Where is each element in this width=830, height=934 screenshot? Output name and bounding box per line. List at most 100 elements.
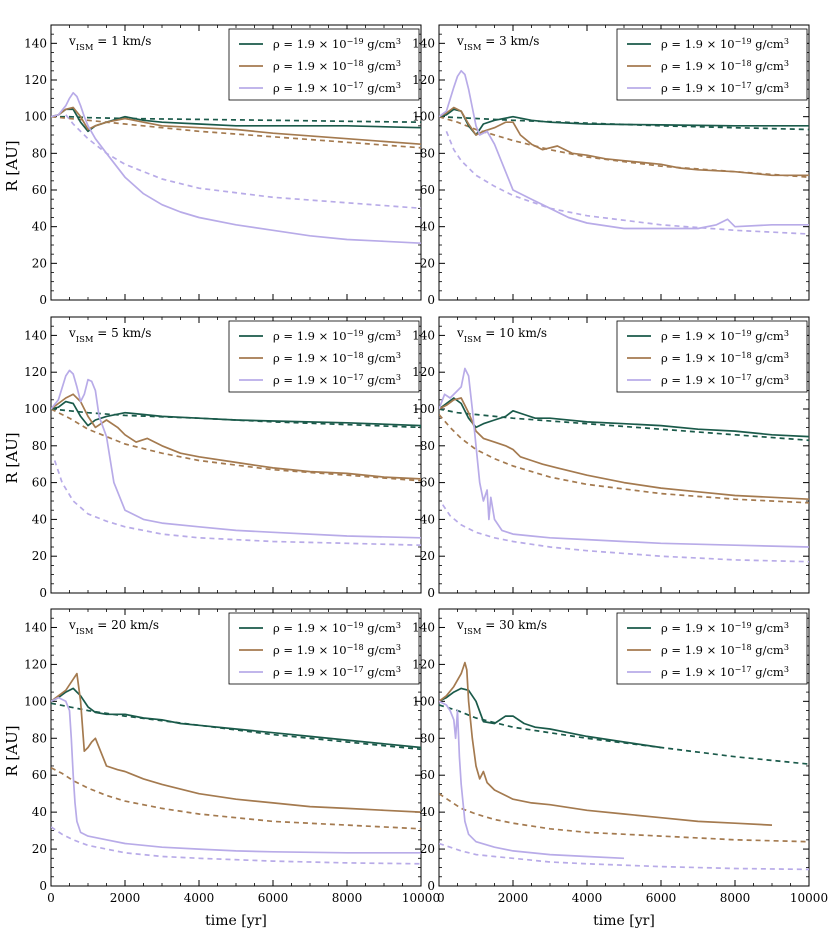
- y-tick-label: 80: [420, 439, 435, 453]
- panel-bottom-right: 0 20 40 60 80 100 120 140 0 2000 4000 6000 8000 10000…: [412, 608, 828, 905]
- legend-label: ρ = 1.9 × 10−19 g/cm3: [273, 329, 401, 344]
- series-line-solid: [51, 400, 421, 427]
- series-line-dashed: [51, 767, 421, 830]
- legend-label: ρ = 1.9 × 10−18 g/cm3: [273, 351, 401, 366]
- legend: ρ = 1.9 × 10−19 g/cm3 ρ = 1.9 × 10−18 g/c…: [616, 28, 808, 101]
- y-tick-label: 120: [412, 365, 435, 379]
- series-layer: [439, 367, 809, 563]
- y-tick-label: 0: [427, 879, 435, 893]
- legend: ρ = 1.9 × 10−19 g/cm3 ρ = 1.9 × 10−18 g/c…: [616, 612, 808, 685]
- y-axis-label-2: R [AU]: [3, 432, 21, 483]
- x-tick-label: 4000: [572, 891, 603, 905]
- y-tick-label: 140: [412, 328, 435, 342]
- y-tick-label: 60: [32, 476, 47, 490]
- legend: ρ = 1.9 × 10−19 g/cm3 ρ = 1.9 × 10−18 g/c…: [228, 612, 420, 685]
- y-tick-label: 40: [420, 220, 435, 234]
- series-line-dashed: [439, 792, 809, 843]
- legend-label: ρ = 1.9 × 10−18 g/cm3: [661, 643, 789, 658]
- y-tick-label: 0: [427, 293, 435, 307]
- y-tick-label: 100: [412, 694, 435, 708]
- x-tick-label: 2000: [498, 891, 529, 905]
- series-layer: [439, 69, 809, 235]
- panel-middle-right: 0 20 40 60 80 100 120 140 vISM = 10 km/s ρ = 1.9 …: [412, 316, 810, 600]
- y-tick-label: 120: [24, 73, 47, 87]
- x-tick-label: 8000: [332, 891, 363, 905]
- legend-label: ρ = 1.9 × 10−17 g/cm3: [661, 373, 789, 388]
- y-tick-label: 80: [420, 731, 435, 745]
- series-line-solid: [439, 397, 809, 501]
- panel-top-left: 0 20 40 60 80 100 120 140 vISM = 1 km/s ρ = 1.9 ×…: [24, 24, 422, 307]
- y-tick-label: 140: [24, 36, 47, 50]
- y-tick-label: 40: [32, 805, 47, 819]
- y-tick-label: 100: [24, 110, 47, 124]
- y-tick-label: 140: [412, 36, 435, 50]
- y-tick-label: 140: [24, 328, 47, 342]
- y-tick-label: 20: [32, 549, 47, 563]
- velocity-annotation: vISM = 5 km/s: [68, 326, 151, 344]
- series-line-solid: [51, 369, 421, 539]
- legend-label: ρ = 1.9 × 10−18 g/cm3: [661, 351, 789, 366]
- series-line-solid: [51, 696, 421, 854]
- y-tick-label: 60: [420, 183, 435, 197]
- legend-label: ρ = 1.9 × 10−18 g/cm3: [661, 59, 789, 74]
- panel-top-right: 0 20 40 60 80 100 120 140 vISM = 3 km/s ρ = 1.9 ×…: [412, 24, 810, 307]
- series-layer: [51, 91, 421, 245]
- y-tick-label: 20: [420, 549, 435, 563]
- velocity-annotation: vISM = 10 km/s: [456, 326, 547, 344]
- series-line-solid: [439, 700, 625, 860]
- legend: ρ = 1.9 × 10−19 g/cm3 ρ = 1.9 × 10−18 g/c…: [616, 320, 808, 393]
- x-tick-label: 0: [437, 891, 445, 905]
- series-line-solid: [51, 672, 421, 813]
- y-tick-label: 40: [420, 805, 435, 819]
- y-tick-label: 140: [24, 620, 47, 634]
- y-tick-label: 60: [420, 476, 435, 490]
- series-line-dashed: [439, 408, 809, 442]
- y-tick-label: 80: [32, 439, 47, 453]
- x-axis-label-right: time [yr]: [593, 913, 655, 929]
- y-tick-label: 100: [24, 402, 47, 416]
- legend-label: ρ = 1.9 × 10−17 g/cm3: [273, 81, 401, 96]
- x-axis-label-left: time [yr]: [205, 913, 267, 929]
- y-tick-label: 120: [412, 657, 435, 671]
- y-tick-label: 0: [39, 879, 47, 893]
- y-tick-label: 20: [420, 256, 435, 270]
- y-tick-label: 40: [32, 220, 47, 234]
- x-tick-label: 0: [47, 891, 55, 905]
- legend-box: [228, 320, 420, 393]
- legend-label: ρ = 1.9 × 10−19 g/cm3: [273, 37, 401, 52]
- y-tick-label: 120: [24, 657, 47, 671]
- velocity-annotation: vISM = 20 km/s: [68, 618, 159, 636]
- series-line-solid: [51, 108, 421, 133]
- series-layer: [51, 369, 421, 547]
- legend-label: ρ = 1.9 × 10−18 g/cm3: [273, 643, 401, 658]
- x-tick-label: 4000: [184, 891, 215, 905]
- series-line-solid: [439, 108, 809, 136]
- velocity-annotation: vISM = 30 km/s: [456, 618, 547, 636]
- y-tick-label: 140: [412, 620, 435, 634]
- legend-label: ρ = 1.9 × 10−19 g/cm3: [661, 621, 789, 636]
- legend-label: ρ = 1.9 × 10−17 g/cm3: [661, 665, 789, 680]
- legend-label: ρ = 1.9 × 10−18 g/cm3: [273, 59, 401, 74]
- legend: ρ = 1.9 × 10−19 g/cm3 ρ = 1.9 × 10−18 g/c…: [228, 28, 420, 101]
- series-layer: [51, 672, 421, 865]
- panel-bottom-left: 0 20 40 60 80 100 120 140 0 2000 4000 6000 8000 10000…: [24, 608, 440, 905]
- y-tick-label: 20: [32, 842, 47, 856]
- velocity-annotation: vISM = 3 km/s: [456, 34, 539, 52]
- series-line-dashed: [65, 114, 421, 210]
- series-line-solid: [51, 393, 421, 480]
- series-layer: [439, 661, 809, 871]
- y-tick-label: 80: [32, 146, 47, 160]
- y-tick-label: 60: [32, 768, 47, 782]
- x-tick-label: 10000: [790, 891, 828, 905]
- y-tick-label: 60: [32, 183, 47, 197]
- series-line-solid: [51, 687, 421, 749]
- series-line-solid: [439, 106, 809, 177]
- y-tick-label: 0: [39, 293, 47, 307]
- y-tick-label: 100: [24, 694, 47, 708]
- y-axis-label-3: R [AU]: [3, 725, 21, 776]
- velocity-annotation: vISM = 1 km/s: [68, 34, 151, 52]
- series-line-dashed: [445, 130, 809, 235]
- y-tick-label: 100: [412, 402, 435, 416]
- panel-middle-left: 0 20 40 60 80 100 120 140 vISM = 5 km/s ρ = 1.9 ×…: [24, 316, 422, 600]
